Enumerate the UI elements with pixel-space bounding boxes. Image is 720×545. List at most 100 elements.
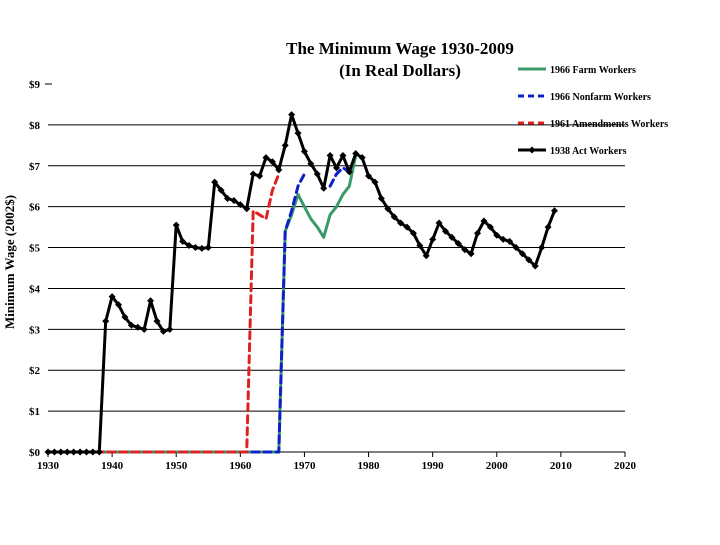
data-point-marker [147,297,155,305]
data-point-marker [538,244,546,252]
y-tick-label: $8 [29,120,41,132]
x-tick-label: 2020 [614,460,637,472]
data-point-marker [256,172,264,180]
data-point-marker [268,158,276,166]
data-point-marker [358,154,366,162]
data-point-marker [550,207,558,215]
data-point-marker [326,152,334,160]
data-point-marker [127,321,135,329]
data-point-marker [82,448,90,456]
y-tick-label: $1 [29,406,40,418]
data-point-marker [70,448,78,456]
x-tick-label: 1980 [358,460,381,472]
y-tick-label: $4 [29,283,41,295]
data-point-marker [134,323,142,331]
data-point-marker [409,229,417,237]
chart-title: The Minimum Wage 1930-2009 [286,39,514,58]
data-point-marker [506,237,514,245]
chart-subtitle: (In Real Dollars) [339,61,461,80]
data-point-marker [320,184,328,192]
data-point-marker [108,293,116,301]
series-line-1-1 [328,166,351,188]
data-point-marker [403,223,411,231]
data-point-marker [525,256,533,264]
data-point-marker [243,205,251,213]
data-point-marker [544,223,552,231]
data-point-marker [390,213,398,221]
data-point-marker [339,152,347,160]
data-point-marker [89,448,97,456]
data-point-marker [352,150,360,158]
x-tick-label: 1960 [229,460,252,472]
legend-label-1: 1966 Nonfarm Workers [550,92,651,103]
data-point-marker [262,154,270,162]
data-point-marker [474,229,482,237]
data-point-marker [416,242,424,250]
data-point-marker [115,301,123,309]
data-point-marker [236,201,244,209]
data-point-marker [300,147,308,155]
data-point-marker [275,166,283,174]
data-point-marker [454,239,462,247]
data-point-marker [230,197,238,205]
legend: 1966 Farm Workers 1966 Nonfarm Workers 196… [518,65,668,157]
data-point-marker [493,231,501,239]
data-point-marker [429,235,437,243]
legend-marker [528,146,536,154]
data-point-marker [140,325,148,333]
data-point-marker [371,178,379,186]
data-point-marker [307,160,315,168]
series-line-0-0 [46,154,358,454]
x-tick-labels: 1930 1940 1950 1960 1970 1980 1990 2000 2010 2020 [37,460,637,472]
legend-label-0: 1966 Farm Workers [550,65,636,76]
data-point-marker [512,244,520,252]
x-tick-label: 1940 [101,460,124,472]
data-point-marker [95,448,103,456]
x-tick-label: 1990 [422,460,445,472]
data-point-marker [153,317,161,325]
y-tick-label: $3 [29,324,41,336]
data-point-marker [191,244,199,252]
data-point-marker [224,194,232,202]
data-point-marker [531,262,539,270]
data-point-marker [345,168,353,176]
data-point-marker [365,172,373,180]
data-point-marker [518,250,526,258]
data-point-marker [159,327,167,335]
y-tick-labels: $0 $1 $2 $3 $4 $5 $6 $7 $8 $9 [29,79,41,459]
legend-label-2: 1961 Amendments Workers [550,119,668,130]
data-point-marker [217,186,225,194]
data-point-marker [102,317,110,325]
data-point-marker [313,170,321,178]
data-point-marker [377,194,385,202]
data-point-marker [294,129,302,137]
data-point-marker [288,111,296,119]
data-point-marker [333,164,340,172]
data-point-marker [57,448,65,456]
data-point-marker [422,252,430,260]
y-axis-label: Minimum Wage (2002$) [2,195,17,329]
y-tick-label: $6 [29,202,41,214]
data-point-marker [441,227,449,235]
data-point-marker [384,205,392,213]
data-point-marker [480,217,488,225]
data-point-marker [204,244,212,252]
data-point-marker [179,237,187,245]
data-point-marker [249,170,257,178]
data-point-marker [448,233,456,241]
series-markers [44,111,558,456]
legend-label-3: 1938 Act Workers [550,146,627,157]
data-point-marker [172,221,180,229]
data-point-marker [76,448,84,456]
y-tick-label: $0 [29,447,41,459]
data-point-marker [63,448,71,456]
y-tick-label: $5 [29,243,41,255]
y-tick-label: $9 [29,79,41,91]
y-tick-label: $2 [29,365,41,377]
data-point-marker [499,235,507,243]
data-point-marker [461,246,469,254]
data-point-marker [50,448,58,456]
data-point-marker [198,244,206,252]
x-tick-label: 1970 [293,460,316,472]
